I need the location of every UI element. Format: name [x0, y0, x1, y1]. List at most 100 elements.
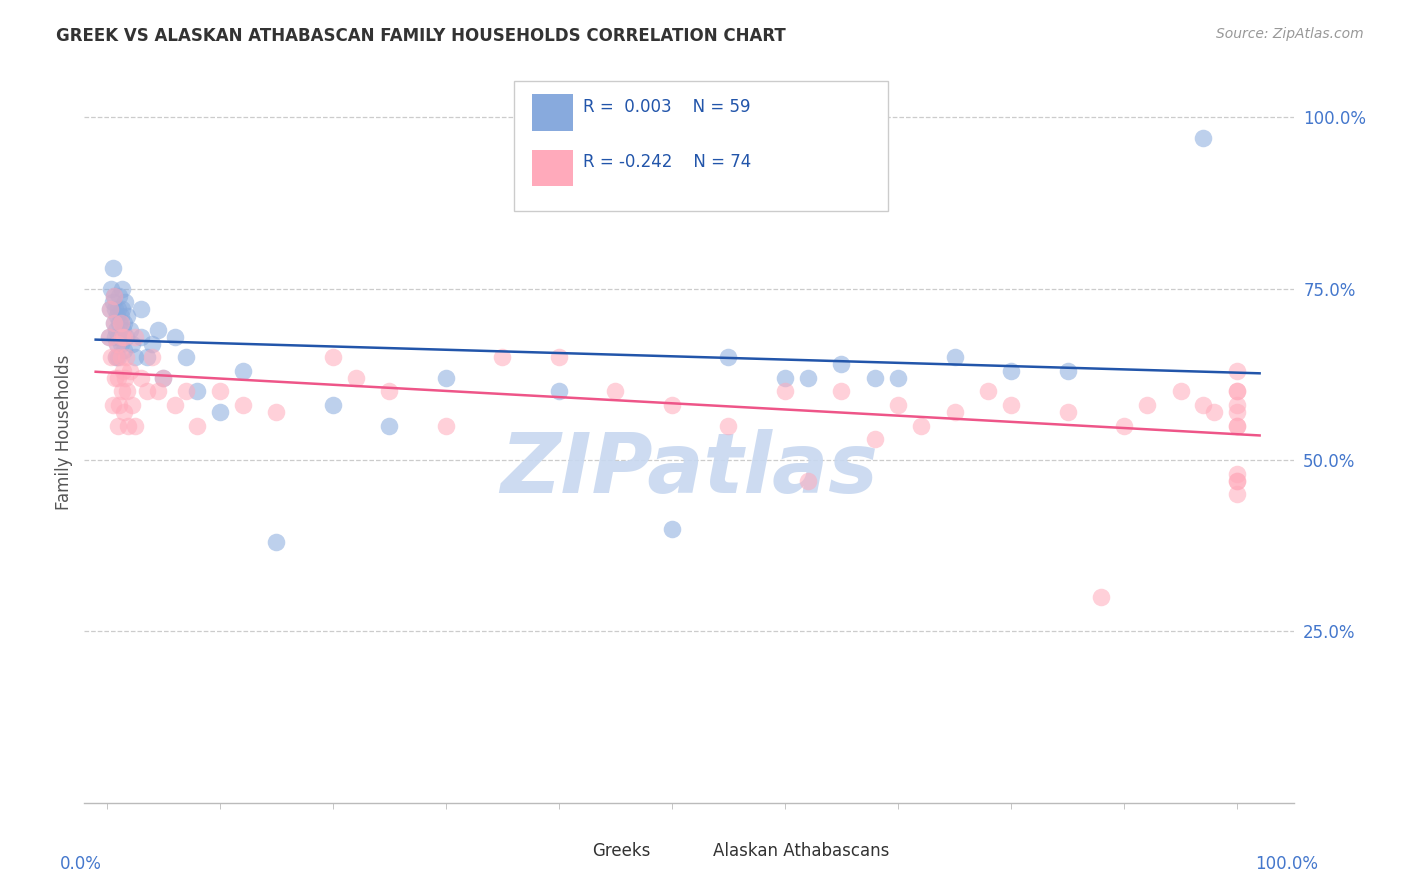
Point — [112, 343, 135, 358]
Point — [107, 350, 129, 364]
Point — [232, 364, 254, 378]
Point — [111, 323, 134, 337]
Point — [146, 384, 169, 399]
Point — [1226, 384, 1249, 399]
Point — [266, 535, 288, 549]
Point — [111, 282, 134, 296]
Point — [141, 350, 163, 364]
Point — [105, 336, 128, 351]
Point — [103, 288, 125, 302]
Point — [1226, 418, 1249, 433]
Point — [977, 384, 1000, 399]
Point — [434, 418, 457, 433]
Point — [1226, 398, 1249, 412]
Text: ZIPatlas: ZIPatlas — [501, 429, 877, 510]
Point — [1192, 131, 1215, 145]
Point — [111, 329, 134, 343]
FancyBboxPatch shape — [513, 81, 889, 211]
Point — [548, 350, 571, 364]
Point — [1056, 364, 1078, 378]
Point — [105, 309, 128, 323]
Point — [124, 350, 146, 364]
Point — [115, 329, 138, 343]
Point — [1226, 474, 1249, 488]
FancyBboxPatch shape — [554, 840, 585, 863]
Point — [141, 336, 163, 351]
Text: GREEK VS ALASKAN ATHABASCAN FAMILY HOUSEHOLDS CORRELATION CHART: GREEK VS ALASKAN ATHABASCAN FAMILY HOUSE… — [56, 27, 786, 45]
Point — [186, 384, 208, 399]
Text: R = -0.242    N = 74: R = -0.242 N = 74 — [582, 153, 751, 171]
Point — [1204, 405, 1226, 419]
Point — [110, 309, 132, 323]
Point — [605, 384, 627, 399]
Point — [152, 371, 174, 385]
Point — [796, 474, 818, 488]
Point — [107, 371, 129, 385]
Point — [1192, 398, 1215, 412]
Point — [105, 336, 128, 351]
Point — [773, 384, 796, 399]
Point — [118, 323, 141, 337]
Point — [121, 336, 143, 351]
Point — [1000, 364, 1022, 378]
Point — [111, 329, 134, 343]
Point — [98, 329, 121, 343]
Point — [1112, 418, 1135, 433]
Point — [101, 398, 124, 412]
Point — [112, 329, 135, 343]
Point — [98, 329, 121, 343]
Point — [108, 288, 131, 302]
Point — [152, 371, 174, 385]
Point — [98, 302, 121, 317]
Point — [232, 398, 254, 412]
Point — [208, 405, 231, 419]
Point — [98, 302, 121, 317]
Point — [135, 384, 157, 399]
Point — [104, 329, 127, 343]
Point — [1170, 384, 1192, 399]
Point — [114, 295, 136, 310]
Point — [491, 350, 513, 364]
Point — [105, 350, 128, 364]
Point — [118, 364, 141, 378]
Point — [100, 350, 122, 364]
Point — [111, 302, 134, 317]
Text: R =  0.003    N = 59: R = 0.003 N = 59 — [582, 98, 749, 116]
Point — [163, 329, 186, 343]
Point — [887, 398, 910, 412]
Point — [135, 350, 157, 364]
Point — [943, 405, 966, 419]
Point — [796, 371, 818, 385]
Point — [104, 371, 127, 385]
Point — [124, 329, 146, 343]
Point — [146, 323, 169, 337]
Point — [943, 350, 966, 364]
Point — [103, 316, 125, 330]
Point — [117, 309, 139, 323]
FancyBboxPatch shape — [531, 95, 572, 130]
Point — [129, 329, 152, 343]
Point — [322, 350, 344, 364]
Point — [163, 398, 186, 412]
Point — [1226, 418, 1249, 433]
Point — [103, 316, 125, 330]
Point — [100, 282, 122, 296]
Point — [111, 384, 134, 399]
Y-axis label: Family Households: Family Households — [55, 355, 73, 510]
Point — [434, 371, 457, 385]
Point — [110, 350, 132, 364]
Point — [1226, 487, 1249, 501]
Point — [108, 316, 131, 330]
Point — [717, 418, 740, 433]
Point — [1000, 398, 1022, 412]
Point — [322, 398, 344, 412]
Point — [661, 398, 683, 412]
Point — [208, 384, 231, 399]
FancyBboxPatch shape — [531, 150, 572, 186]
Point — [129, 371, 152, 385]
Point — [186, 418, 208, 433]
Point — [117, 418, 139, 433]
Point — [107, 329, 129, 343]
Point — [101, 261, 124, 276]
Point — [1056, 405, 1078, 419]
